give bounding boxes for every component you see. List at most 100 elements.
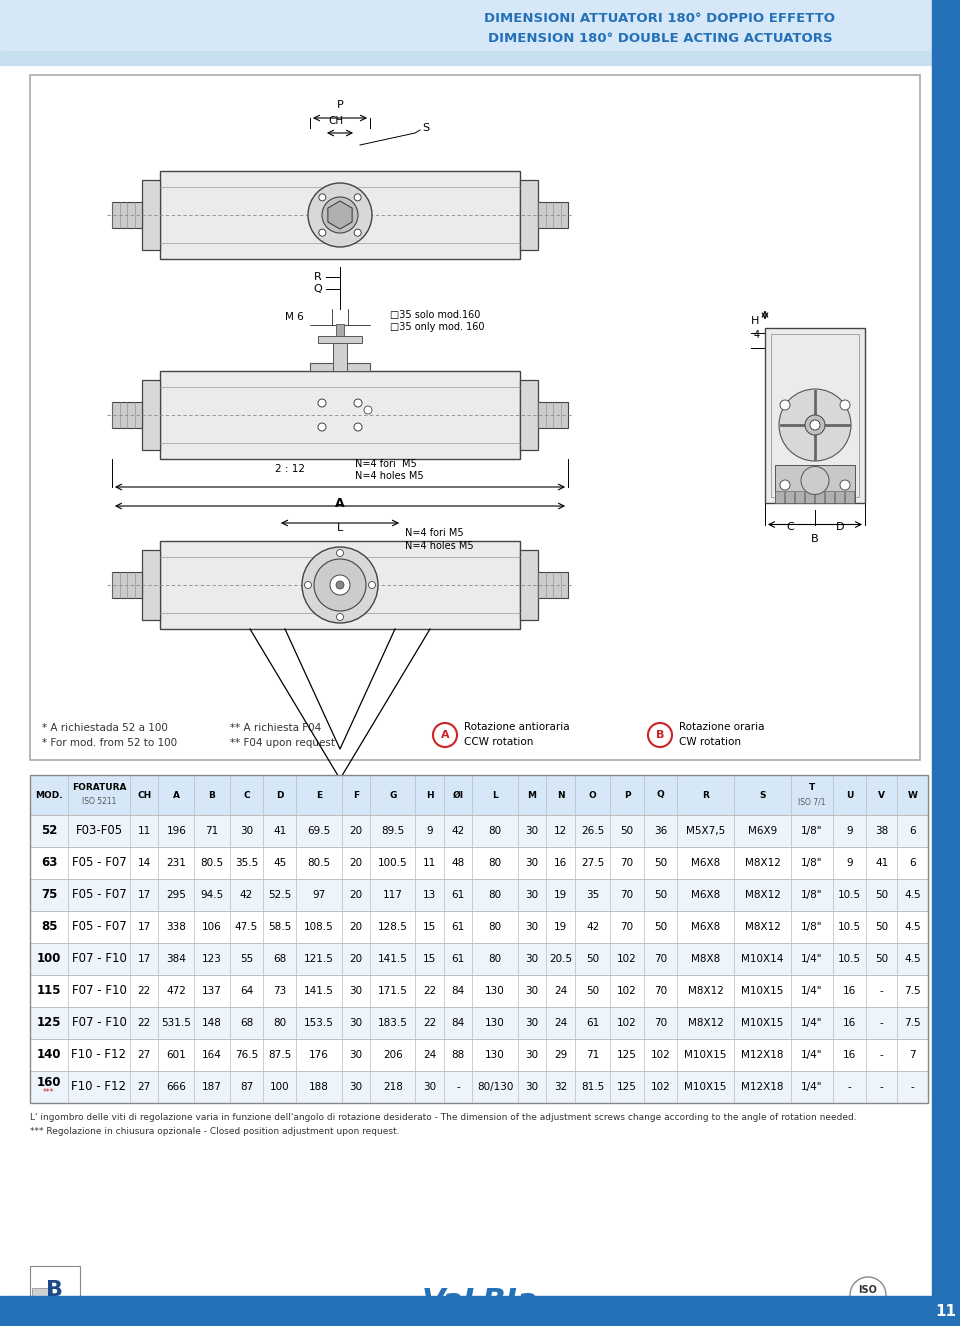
Text: ISO 7/1: ISO 7/1 (799, 797, 826, 806)
Circle shape (369, 582, 375, 589)
Text: 121.5: 121.5 (304, 953, 334, 964)
Text: 16: 16 (843, 987, 856, 996)
Text: 130: 130 (485, 1018, 505, 1028)
Text: 1/8": 1/8" (802, 858, 823, 869)
Text: 1/4": 1/4" (802, 953, 823, 964)
Text: Rotazione antioraria: Rotazione antioraria (464, 721, 569, 732)
Text: 123: 123 (202, 953, 222, 964)
Text: 30: 30 (525, 1082, 539, 1093)
Text: 102: 102 (651, 1082, 670, 1093)
Bar (30, 1266, 80, 1310)
Text: 100.5: 100.5 (378, 858, 408, 869)
Text: 188: 188 (309, 1082, 329, 1093)
Text: 45: 45 (274, 858, 286, 869)
Text: 30: 30 (525, 1018, 539, 1028)
Text: 14: 14 (137, 858, 151, 869)
Text: 27: 27 (137, 1050, 151, 1059)
Bar (112, 402, 142, 428)
Text: 141.5: 141.5 (378, 953, 408, 964)
Text: ØI: ØI (452, 790, 464, 800)
Text: 160: 160 (36, 1075, 61, 1089)
Text: 41: 41 (875, 858, 888, 869)
Circle shape (318, 423, 326, 431)
Text: 36: 36 (654, 826, 667, 835)
Text: ***: *** (43, 1089, 55, 1098)
Text: 75: 75 (41, 888, 58, 902)
Text: 80/130: 80/130 (477, 1082, 514, 1093)
Text: 81.5: 81.5 (581, 1082, 604, 1093)
Text: 11: 11 (137, 826, 151, 835)
Circle shape (319, 194, 325, 200)
Text: 231: 231 (166, 858, 186, 869)
Bar (0, 50, 932, 65)
Text: L: L (337, 522, 343, 533)
Text: 80: 80 (489, 953, 502, 964)
Text: 84: 84 (451, 987, 465, 996)
Text: 42: 42 (451, 826, 465, 835)
Text: 22: 22 (137, 1018, 151, 1028)
Text: D: D (836, 522, 844, 533)
Circle shape (314, 560, 366, 611)
Text: 102: 102 (617, 987, 636, 996)
Text: DIMENSIONI ATTUATORI 180° DOPPIO EFFETTO: DIMENSIONI ATTUATORI 180° DOPPIO EFFETTO (485, 12, 835, 24)
Text: 338: 338 (166, 922, 186, 932)
Text: M10X14: M10X14 (741, 953, 784, 964)
Text: 206: 206 (383, 1050, 402, 1059)
Text: 13: 13 (423, 890, 436, 900)
Text: M8X12: M8X12 (745, 858, 780, 869)
Bar (765, 328, 865, 503)
Text: 80.5: 80.5 (307, 858, 330, 869)
Text: 125: 125 (617, 1050, 637, 1059)
Bar (795, 491, 804, 503)
Text: 7.5: 7.5 (904, 987, 921, 996)
Text: 42: 42 (586, 922, 599, 932)
Text: 80: 80 (489, 922, 502, 932)
Text: 106: 106 (203, 922, 222, 932)
Text: M8X12: M8X12 (687, 987, 724, 996)
Text: M6X9: M6X9 (748, 826, 778, 835)
Text: 4.5: 4.5 (904, 953, 921, 964)
Circle shape (330, 575, 350, 595)
Text: 20: 20 (349, 826, 363, 835)
Text: M10X15: M10X15 (684, 1050, 727, 1059)
Text: 42: 42 (240, 890, 253, 900)
Text: -: - (879, 1050, 883, 1059)
Text: 22: 22 (423, 1018, 436, 1028)
Text: 52: 52 (41, 825, 58, 838)
Circle shape (319, 229, 325, 236)
Circle shape (648, 723, 672, 747)
Circle shape (810, 420, 820, 430)
Text: M: M (527, 790, 537, 800)
Text: U: U (846, 790, 853, 800)
Text: V: V (878, 790, 885, 800)
Text: 30: 30 (525, 858, 539, 869)
Text: F05 - F07: F05 - F07 (72, 888, 127, 902)
Text: 16: 16 (554, 858, 567, 869)
Bar (142, 379, 160, 451)
Text: 7.5: 7.5 (904, 1018, 921, 1028)
Text: 20: 20 (349, 858, 363, 869)
Text: F05 - F07: F05 - F07 (72, 920, 127, 934)
Bar (771, 334, 859, 496)
Bar (30, 815, 928, 847)
Text: 4.5: 4.5 (904, 922, 921, 932)
Text: 50: 50 (876, 922, 888, 932)
Text: 176: 176 (309, 1050, 329, 1059)
Circle shape (433, 723, 457, 747)
Text: 70: 70 (620, 922, 634, 932)
Text: 30: 30 (525, 1050, 539, 1059)
Text: M5X7,5: M5X7,5 (686, 826, 725, 835)
Text: ISO 5211: ISO 5211 (82, 797, 116, 806)
Text: 32: 32 (554, 1082, 567, 1093)
Text: 35.5: 35.5 (235, 858, 258, 869)
Bar (30, 879, 928, 911)
Circle shape (801, 467, 829, 495)
Text: 9001: 9001 (857, 1298, 878, 1307)
Circle shape (805, 415, 825, 435)
Circle shape (364, 406, 372, 414)
Text: DIMENSION 180° DOUBLE ACTING ACTUATORS: DIMENSION 180° DOUBLE ACTING ACTUATORS (488, 32, 832, 45)
Text: 4.5: 4.5 (904, 890, 921, 900)
Text: 80.5: 80.5 (201, 858, 224, 869)
Text: 71: 71 (586, 1050, 599, 1059)
Bar (30, 1040, 928, 1071)
